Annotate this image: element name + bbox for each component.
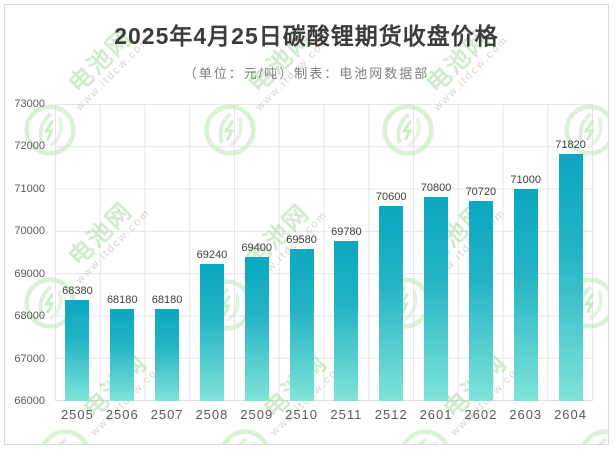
bar-series: 68380 68180 68180 69240 69400 69580 69780 70600… <box>55 104 593 401</box>
bar-value-label: 71820 <box>555 139 586 152</box>
bar-column: 68180 <box>145 104 190 401</box>
x-axis-label: 2511 <box>330 407 363 422</box>
y-axis: 73000 72000 71000 70000 69000 68000 67000 66000 <box>5 98 47 407</box>
bar-value-label: 70720 <box>465 185 497 198</box>
bar <box>65 300 90 401</box>
y-axis-tick-label: 73000 <box>14 98 45 110</box>
watermark-logo-icon <box>221 429 269 444</box>
x-axis-label: 2507 <box>150 407 184 422</box>
watermark-brand-text: 电池网 <box>601 331 608 441</box>
chart-frame: 电池网 www.itdcw.com 电池网 www.itdcw.com 电池网 www.i… <box>4 4 609 445</box>
x-axis-label: 2602 <box>464 407 498 422</box>
bar-column: 70800 <box>414 104 459 401</box>
bar-column: 70600 <box>369 104 414 401</box>
y-axis-tick-label: 66000 <box>14 395 45 407</box>
bar <box>468 200 493 401</box>
bar-column: 69780 <box>324 104 369 401</box>
chart-title: 2025年4月25日碳酸锂期货收盘价格 <box>114 23 499 49</box>
bar-column: 69400 <box>234 104 279 401</box>
bar <box>424 197 449 401</box>
y-axis-tick-label: 69000 <box>14 267 45 280</box>
bar-column: 71000 <box>503 104 548 401</box>
bar <box>110 308 135 401</box>
bar-value-label: 69780 <box>331 225 362 238</box>
bar <box>244 256 269 401</box>
bar-value-label: 71000 <box>510 173 541 186</box>
bar <box>334 240 359 401</box>
bar-column: 69580 <box>279 104 324 401</box>
y-axis-tick-label: 71000 <box>14 182 45 195</box>
y-axis-tick-label: 67000 <box>14 352 45 365</box>
x-axis-label: 2601 <box>419 407 453 422</box>
bar <box>513 188 538 401</box>
x-axis-label: 2506 <box>105 407 139 422</box>
x-axis-label: 2603 <box>509 407 543 422</box>
watermark-url-text: www.itdcw.com <box>604 197 608 297</box>
bar-value-label: 69580 <box>286 234 317 247</box>
watermark-logo-icon <box>41 429 89 444</box>
y-axis-tick-label: 70000 <box>14 225 45 238</box>
chart-header: 2025年4月25日碳酸锂期货收盘价格 （单位：元/吨）制表：电池网数据部 <box>5 5 608 82</box>
x-axis-label: 2510 <box>285 407 319 422</box>
bar <box>289 249 314 401</box>
bar-column: 70720 <box>458 104 503 401</box>
y-axis-tick-label: 68000 <box>14 310 45 323</box>
bar-value-label: 70800 <box>420 182 452 195</box>
x-axis: 2505 2506 2507 2508 2509 2510 2511 2512 2601 2602… <box>55 407 593 422</box>
bar-column: 68380 <box>55 104 100 401</box>
bar <box>379 205 404 401</box>
bar <box>199 263 224 401</box>
y-axis-tick-label: 72000 <box>14 140 45 153</box>
x-axis-label: 2512 <box>374 407 408 422</box>
bar-column: 71820 <box>548 104 593 401</box>
watermark-logo-icon <box>401 429 449 444</box>
bar <box>155 308 180 401</box>
bar-value-label: 68180 <box>106 293 138 306</box>
x-axis-label: 2505 <box>60 407 94 422</box>
bar-value-label: 69400 <box>241 241 273 254</box>
x-axis-label: 2509 <box>240 407 274 422</box>
chart-subtitle: （单位：元/吨）制表：电池网数据部 <box>183 66 430 81</box>
bar-value-label: 68380 <box>62 285 93 298</box>
x-axis-label: 2508 <box>195 407 229 422</box>
bar-value-label: 68180 <box>151 293 183 306</box>
x-axis-label: 2604 <box>554 407 587 422</box>
watermark-logo-icon <box>581 429 608 444</box>
bar <box>558 154 583 401</box>
bar-column: 69240 <box>189 104 234 401</box>
bar-value-label: 70600 <box>375 190 407 203</box>
plot-area <box>55 104 593 401</box>
bar-value-label: 69240 <box>196 248 228 261</box>
bar-column: 68180 <box>100 104 145 401</box>
